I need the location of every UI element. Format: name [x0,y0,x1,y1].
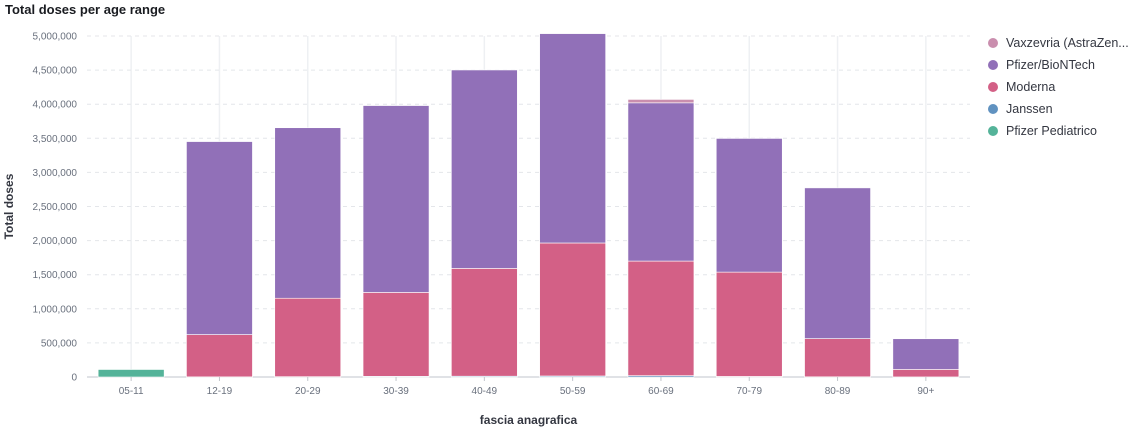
legend-swatch-moderna [988,82,998,92]
y-tick-label: 1,500,000 [33,270,78,281]
bar-segment [539,242,606,377]
legend-swatch-janssen [988,104,998,114]
bar-segment [715,138,783,273]
bar-segment [186,334,253,378]
y-tick-label: 3,000,000 [33,168,78,179]
y-tick-label: 3,500,000 [33,134,78,145]
legend-swatch-pfizer-pediatrico [988,126,998,136]
x-tick-label: 30-39 [383,386,409,397]
bar-segment [892,369,960,378]
chart-legend: Vaxzevria (AstraZen... Pfizer/BioNTech M… [988,32,1138,142]
x-tick-label: 90+ [917,386,934,397]
bar-segment [804,338,871,378]
bar-segment [274,297,342,377]
x-tick-label: 60-69 [648,386,674,397]
x-tick-label: 12-19 [207,386,233,397]
bar-segment [539,33,606,244]
legend-item-pfizer-biontech[interactable]: Pfizer/BioNTech [988,54,1138,76]
y-tick-label: 500,000 [41,338,78,349]
bar-segment [627,99,695,104]
legend-item-vaxzevria[interactable]: Vaxzevria (AstraZen... [988,32,1138,54]
bar-segment [362,105,430,293]
legend-item-moderna[interactable]: Moderna [988,76,1138,98]
legend-label: Vaxzevria (AstraZen... [1006,36,1129,50]
y-tick-label: 4,500,000 [33,66,78,77]
bar-segment [804,187,871,339]
bar-segment [274,127,342,299]
x-tick-label: 20-29 [295,386,321,397]
bar-segment [362,292,430,377]
y-tick-label: 2,000,000 [33,236,78,247]
y-tick-label: 1,000,000 [33,304,78,315]
x-tick-label: 50-59 [560,386,586,397]
legend-label: Janssen [1006,102,1053,116]
bar-segment [97,369,165,378]
bar-segment [451,268,518,377]
legend-item-pfizer-pediatrico[interactable]: Pfizer Pediatrico [988,120,1138,142]
legend-label: Pfizer Pediatrico [1006,124,1098,138]
y-tick-label: 5,000,000 [33,32,78,43]
legend-label: Moderna [1006,80,1056,94]
x-tick-label: 40-49 [472,386,498,397]
legend-item-janssen[interactable]: Janssen [988,98,1138,120]
bar-segment [715,271,783,377]
y-tick-label: 0 [71,373,77,384]
y-tick-label: 4,000,000 [33,100,78,111]
bar-segment [627,102,695,262]
y-axis-title: Total doses [2,173,16,239]
x-tick-label: 70-79 [736,386,762,397]
legend-swatch-vaxzevria [988,38,998,48]
bar-segment [451,69,518,269]
x-axis-title: fascia anagrafica [480,413,578,427]
y-tick-label: 2,500,000 [33,202,78,213]
chart-title: Total doses per age range [5,2,166,17]
legend-swatch-pfizer-biontech [988,60,998,70]
bar-segment [186,141,253,335]
x-tick-label: 80-89 [825,386,851,397]
bar-segment [892,338,960,370]
x-tick-label: 05-11 [119,386,144,397]
legend-label: Pfizer/BioNTech [1006,58,1095,72]
bar-segment [627,260,695,376]
